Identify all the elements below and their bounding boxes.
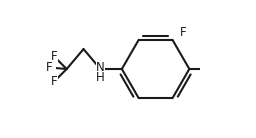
Text: F: F: [46, 61, 52, 74]
Text: N: N: [96, 61, 105, 74]
Text: F: F: [51, 75, 58, 88]
Text: F: F: [180, 26, 186, 39]
Text: H: H: [96, 71, 105, 84]
Text: F: F: [51, 50, 58, 63]
